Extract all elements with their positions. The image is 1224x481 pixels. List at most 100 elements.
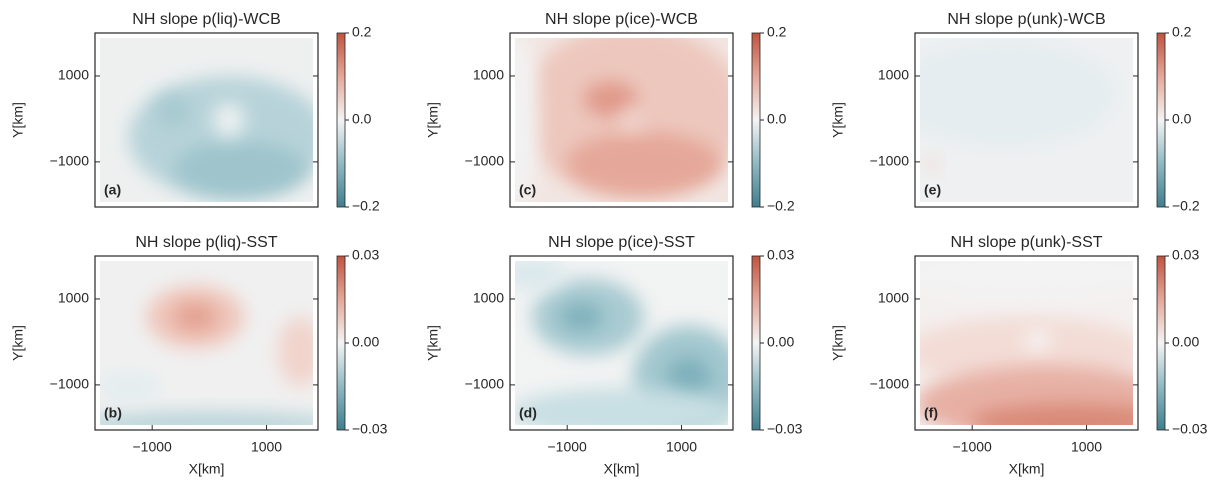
x-axis-label: X[km]	[604, 461, 640, 477]
x-tick-label: 1000	[251, 439, 282, 455]
field-blob	[920, 261, 1133, 300]
colorbar	[1156, 255, 1166, 431]
field-blob	[920, 41, 1116, 147]
contour-field	[100, 261, 313, 425]
colorbar-tick-label: 0.00	[352, 334, 379, 350]
colorbar-tick-label: 0.03	[352, 247, 379, 263]
y-axis-label: Y[km]	[10, 102, 26, 138]
field-blob	[619, 107, 647, 133]
field-blob	[155, 93, 191, 129]
y-tick-label: 1000	[878, 290, 909, 306]
axes-frame	[914, 32, 1139, 208]
colorbar	[751, 32, 761, 208]
y-tick-label: 1000	[878, 67, 909, 83]
y-tick-label: −1000	[870, 153, 910, 169]
colorbar-tick-label: 0.00	[1172, 334, 1199, 350]
axes-frame	[94, 32, 319, 208]
axes-frame	[509, 255, 734, 431]
colorbar	[751, 255, 761, 431]
panel-title: NH slope p(liq)-WCB	[132, 11, 280, 28]
field-blob	[565, 132, 722, 195]
y-axis-label: Y[km]	[425, 102, 441, 138]
colorbar	[336, 255, 346, 431]
field-blob	[583, 81, 638, 117]
y-tick-label: 1000	[473, 67, 504, 83]
colorbar-tick-label: −0.03	[767, 421, 803, 437]
x-tick-label: −1000	[953, 439, 993, 455]
panel: NH slope p(liq)-WCB (a) Y[km] −1000 1000 −0.2…	[10, 11, 380, 213]
y-axis-label: Y[km]	[830, 325, 846, 361]
panel-title: NH slope p(ice)-SST	[548, 234, 695, 251]
field-blob	[926, 154, 940, 173]
panel: NH slope p(unk)-SST (f) Y[km] −1000 1000 −100…	[830, 234, 1208, 476]
y-axis-label: Y[km]	[830, 102, 846, 138]
colorbar-tick-label: 0.2	[767, 24, 787, 40]
panel-label: (a)	[104, 182, 121, 198]
y-tick-label: 1000	[58, 290, 89, 306]
panel-label: (b)	[104, 405, 122, 421]
field-blob	[920, 365, 1133, 425]
colorbar	[336, 32, 346, 208]
panel: NH slope p(unk)-WCB (e) Y[km] −1000 1000 −0.2…	[830, 11, 1200, 213]
panel: NH slope p(ice)-SST (d) Y[km] −1000 1000 −100…	[425, 234, 803, 476]
x-axis-label: X[km]	[189, 461, 225, 477]
colorbar-tick-label: 0.0	[352, 111, 372, 127]
colorbar-tick-label: −0.2	[352, 198, 380, 214]
panel-label: (c)	[519, 182, 536, 198]
field-blob	[515, 38, 539, 202]
colorbar-tick-label: 0.0	[767, 111, 787, 127]
colorbar-tick-label: −0.2	[767, 198, 795, 214]
field-blob	[100, 372, 162, 401]
contour-field	[920, 261, 1133, 425]
y-tick-label: 1000	[58, 67, 89, 83]
panel-label: (e)	[924, 182, 941, 198]
colorbar-tick-label: 0.0	[1172, 111, 1192, 127]
axes-frame	[94, 255, 319, 431]
field-blob	[559, 302, 604, 331]
y-tick-label: −1000	[870, 376, 910, 392]
x-tick-label: 1000	[1071, 439, 1102, 455]
contour-field	[100, 38, 313, 202]
y-axis-label: Y[km]	[425, 325, 441, 361]
x-axis-label: X[km]	[1009, 461, 1045, 477]
field-blob	[970, 403, 1133, 425]
panel-title: NH slope p(ice)-WCB	[545, 11, 698, 28]
colorbar-tick-label: 0.2	[1172, 24, 1192, 40]
field-blob	[100, 410, 313, 425]
y-axis-label: Y[km]	[10, 325, 26, 361]
colorbar-tick-label: −0.03	[1172, 421, 1208, 437]
y-tick-label: −1000	[50, 153, 90, 169]
axes-frame	[509, 32, 734, 208]
panel: NH slope p(liq)-SST (b) Y[km] −1000 1000 −100…	[10, 234, 388, 476]
colorbar-tick-label: 0.00	[767, 334, 794, 350]
x-tick-label: −1000	[548, 439, 588, 455]
contour-field	[515, 261, 728, 425]
colorbar-tick-label: 0.2	[352, 24, 372, 40]
contour-field	[920, 38, 1133, 202]
field-blob	[173, 302, 218, 331]
field-blob	[515, 261, 566, 291]
panel-title: NH slope p(unk)-WCB	[947, 11, 1105, 28]
colorbar-tick-label: −0.2	[1172, 198, 1200, 214]
y-tick-label: −1000	[50, 376, 90, 392]
colorbar-tick-label: 0.03	[767, 247, 794, 263]
x-tick-label: 1000	[666, 439, 697, 455]
panel-title: NH slope p(unk)-SST	[950, 234, 1102, 251]
field-blob	[213, 102, 245, 138]
field-blob	[173, 140, 307, 197]
panel: NH slope p(ice)-WCB (c) Y[km] −1000 1000 −0.2…	[425, 11, 795, 213]
contour-field	[515, 38, 728, 202]
colorbar-tick-label: 0.03	[1172, 247, 1199, 263]
x-tick-label: −1000	[133, 439, 173, 455]
panel-label: (d)	[519, 405, 537, 421]
axes-frame	[914, 255, 1139, 431]
panel-label: (f)	[924, 405, 938, 421]
y-tick-label: −1000	[465, 153, 505, 169]
field-blob	[666, 356, 711, 399]
panel-title: NH slope p(liq)-SST	[135, 234, 277, 251]
field-blob	[277, 316, 313, 387]
y-tick-label: 1000	[473, 290, 504, 306]
field-blob	[1024, 329, 1052, 350]
field-blob	[515, 388, 728, 425]
